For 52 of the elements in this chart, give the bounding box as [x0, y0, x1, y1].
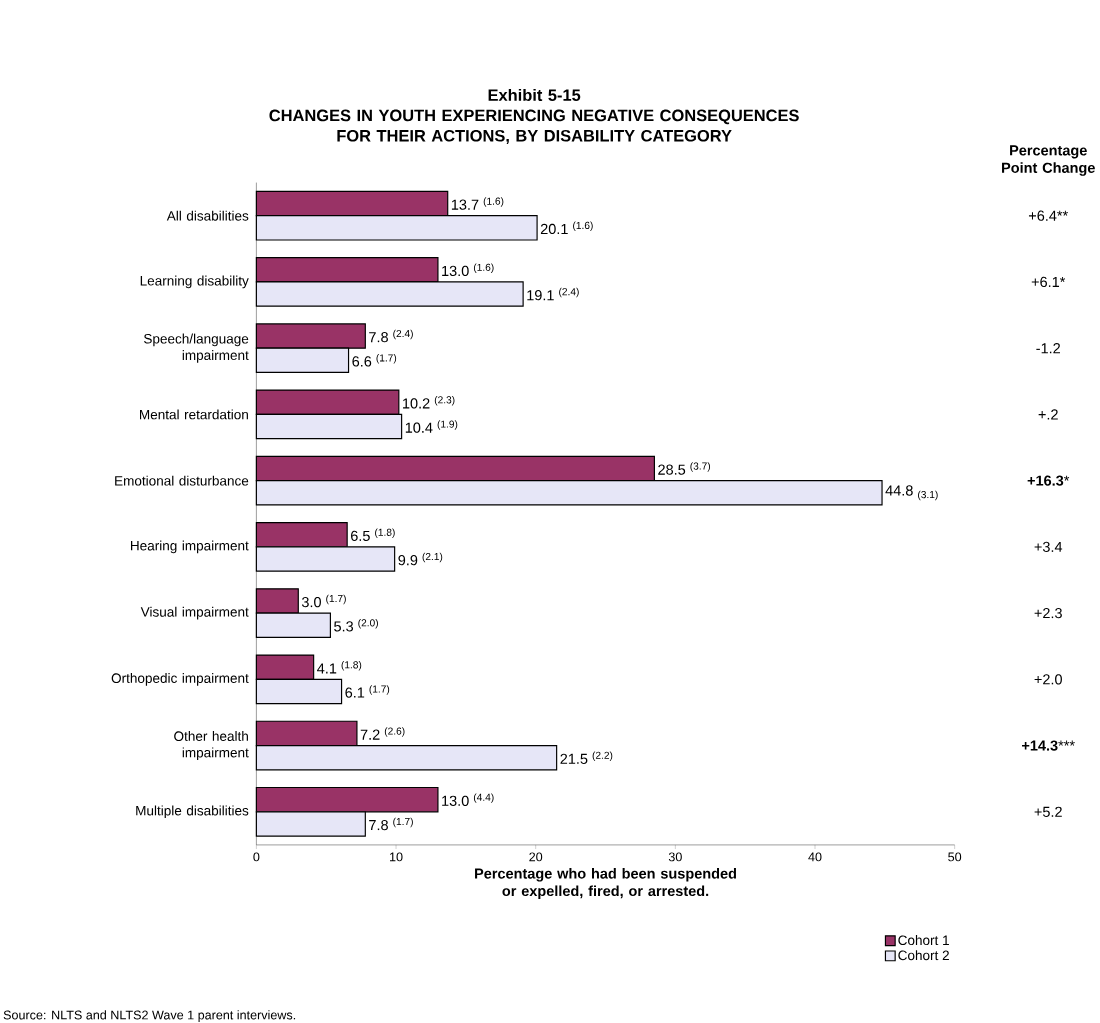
data-label: 6.6 $^{(1.7)}$: [352, 354, 397, 367]
y-tick-label: Emotional disturbance: [115, 475, 249, 486]
y-tick-label: Learning disability: [140, 275, 249, 289]
y-tick-label: Speech/language impairment: [144, 333, 249, 363]
text: Percentage Point Change: [1002, 145, 1095, 177]
y-tick-label: Visual impairment: [140, 606, 249, 620]
y-tick-label: Orthopedic impairment: [111, 673, 249, 686]
data-label: 7.8 $^{(2.4)}$: [369, 329, 413, 343]
data-label: 20.1 $^{(1.6)}$: [540, 221, 593, 235]
text: +.2: [1038, 409, 1058, 420]
x-tick-label: 0: [253, 852, 260, 862]
text: +5.2: [1034, 806, 1062, 818]
data-label: 3.0 $^{(1.7)}$: [301, 594, 346, 608]
legend-label: Cohort 1: [898, 935, 949, 946]
data-label: 7.8 $^{(1.7)}$: [369, 817, 413, 831]
data-label: 6.5 $^{(1.8)}$: [351, 528, 395, 542]
data-label: 6.1 $^{(1.7)}$: [345, 685, 390, 698]
x-tick-label: 30: [668, 852, 682, 862]
data-label: 21.5 $^{(2.2)}$: [560, 751, 613, 765]
x-tick-label: 20: [529, 852, 543, 862]
text: +6.4**: [1028, 210, 1068, 222]
x-tick-label: 40: [808, 852, 822, 862]
y-tick-label: Hearing impairment: [131, 540, 249, 554]
data-label: 13.0 $^{(1.6)}$: [442, 263, 494, 277]
text: -1.2: [1036, 343, 1060, 354]
text: +16.3*: [1027, 475, 1070, 486]
y-tick-label: Multiple disabilities: [136, 805, 249, 819]
text: +14.3***: [1022, 740, 1075, 751]
y-tick-label: All disabilities: [166, 210, 249, 221]
x-axis-title: Percentage who had been suspended or expelled, fired, or arrested.: [475, 868, 737, 900]
data-label: 10.2 $^{(2.3)}$: [403, 396, 455, 409]
text: +2.0: [1034, 674, 1062, 685]
x-tick-label: 10: [390, 852, 403, 862]
data-label: 5.3 $^{(2.0)}$: [334, 619, 378, 632]
data-label: 7.2 $^{(2.6)}$: [360, 727, 405, 740]
text: +3.4: [1034, 541, 1063, 553]
source-note: Source: NLTS and NLTS2 Wave 1 parent interviews.: [3, 1010, 296, 1023]
y-tick-label: Mental retardation: [140, 409, 248, 420]
text: +2.3: [1034, 608, 1062, 619]
data-label: 10.4 $^{(1.9)}$: [405, 420, 458, 433]
legend-label: Cohort 2: [898, 950, 949, 961]
data-label: 28.5 $^{(3.7)}$: [658, 462, 711, 475]
data-label: 19.1 $^{(2.4)}$: [527, 287, 579, 301]
data-label: 4.1 $^{(1.8)}$: [317, 661, 362, 674]
data-label: 13.7 $^{(1.6)}$: [451, 197, 504, 211]
x-tick-label: 50: [948, 852, 962, 862]
data-label: 44.8 $_{(3.1)}$: [885, 485, 938, 501]
chart-title: Exhibit 5-15 CHANGES IN YOUTH EXPERIENCING NEGATIVE CONSEQUENCES FOR THEIR ACTIONS, BY DISABILITY CATEGORY: [269, 89, 799, 145]
data-label: 13.0 $^{(4.4)}$: [442, 793, 494, 807]
data-label: 9.9 $^{(2.1)}$: [398, 552, 443, 566]
text: +6.1*: [1031, 276, 1066, 288]
y-tick-label: Other health impairment: [174, 731, 249, 761]
